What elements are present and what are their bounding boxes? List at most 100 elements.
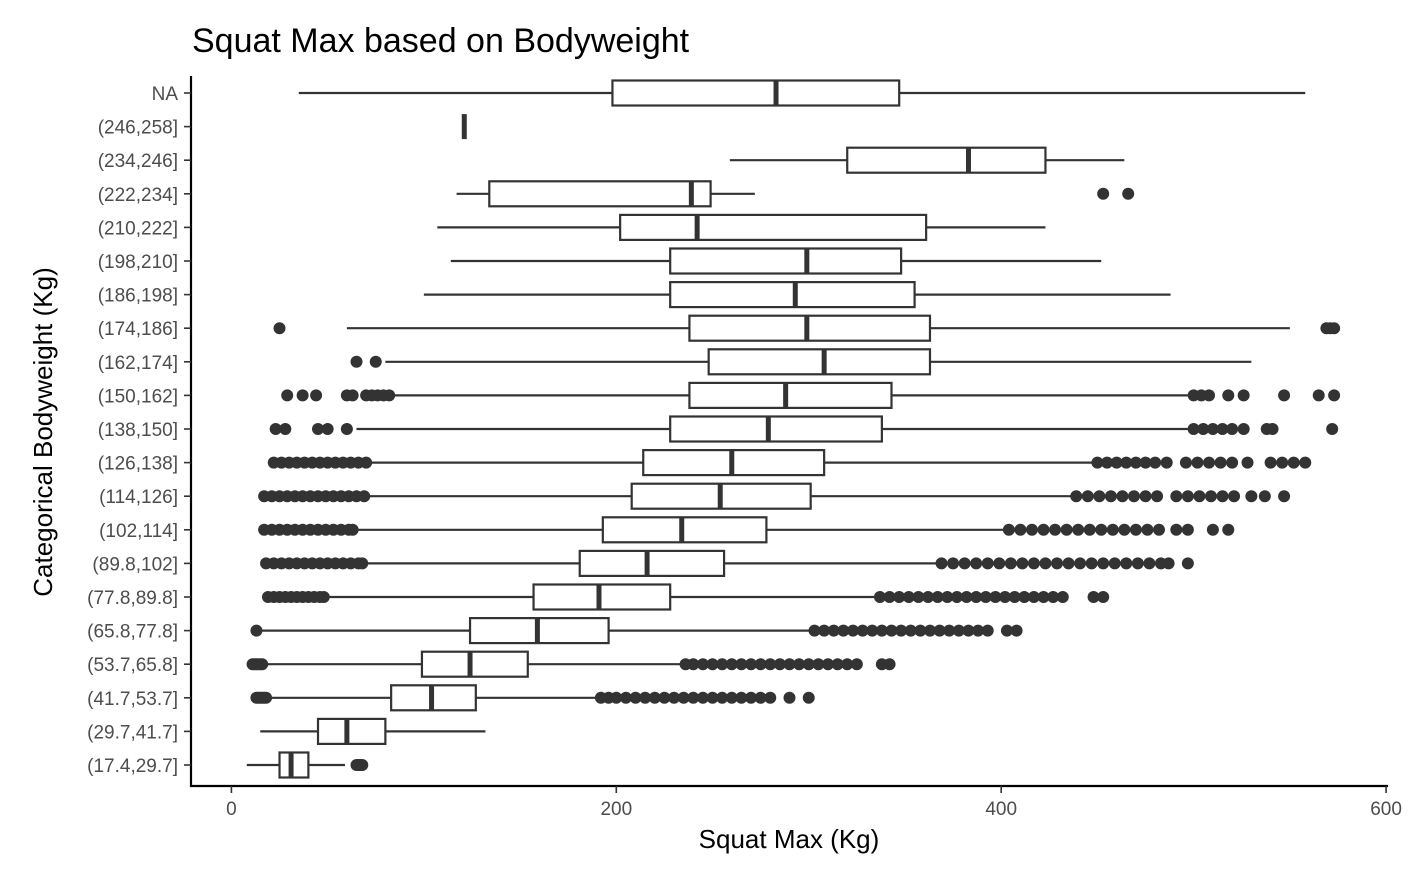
outlier-point xyxy=(1060,523,1073,536)
outlier-point xyxy=(639,691,652,704)
outlier-point xyxy=(310,389,323,402)
box-group xyxy=(456,180,1135,208)
outlier-point xyxy=(1097,591,1110,603)
outlier-point xyxy=(1228,490,1241,503)
outlier-point xyxy=(1131,557,1144,570)
outlier-point xyxy=(716,691,729,704)
outlier-point xyxy=(1122,187,1135,200)
outlier-point xyxy=(947,557,960,570)
plot-area xyxy=(246,79,1341,779)
outlier-point xyxy=(677,691,690,704)
outlier-point xyxy=(1091,456,1104,469)
outlier-point xyxy=(933,624,946,637)
outlier-point xyxy=(1014,523,1027,536)
y-tick-label: (114,126] xyxy=(99,487,178,508)
outlier-point xyxy=(1206,423,1219,435)
outlier-point xyxy=(1197,423,1210,435)
outlier-point xyxy=(850,658,863,671)
box-group xyxy=(729,146,1125,174)
box-group xyxy=(250,684,815,712)
outlier-point xyxy=(1191,456,1204,469)
outlier-point xyxy=(808,624,821,637)
outlier-point xyxy=(783,658,796,671)
outlier-point xyxy=(773,658,786,671)
outlier-point xyxy=(1328,389,1341,402)
outlier-point xyxy=(706,658,719,671)
outlier-point xyxy=(260,691,273,704)
outlier-point xyxy=(935,557,948,570)
outlier-point xyxy=(783,691,796,704)
outlier-point xyxy=(764,658,777,671)
outlier-point xyxy=(1179,456,1192,469)
y-tick-label: (126,138] xyxy=(98,454,178,475)
outlier-point xyxy=(1120,557,1133,570)
outlier-point xyxy=(1010,624,1023,637)
outlier-point xyxy=(279,423,292,435)
outlier-point xyxy=(1143,557,1156,570)
outlier-point xyxy=(340,423,353,435)
y-tick-label: (222,234] xyxy=(98,185,178,206)
outlier-point xyxy=(1050,557,1063,570)
iqr-box xyxy=(669,415,883,443)
chart-title: Squat Max based on Bodyweight xyxy=(192,22,690,60)
outlier-point xyxy=(696,691,709,704)
outlier-point xyxy=(895,624,908,637)
iqr-box xyxy=(278,751,310,779)
outlier-point xyxy=(962,624,975,637)
outlier-point xyxy=(716,658,729,671)
outlier-point xyxy=(904,624,917,637)
y-tick-label: (29.7,41.7] xyxy=(87,722,178,743)
outlier-point xyxy=(1062,557,1075,570)
outlier-point xyxy=(745,691,758,704)
outlier-point xyxy=(950,591,963,603)
outlier-point xyxy=(1129,456,1142,469)
box-group xyxy=(246,650,896,678)
outlier-point xyxy=(1127,490,1140,503)
x-tick-label: 400 xyxy=(985,799,1017,820)
outlier-point xyxy=(912,591,925,603)
outlier-point xyxy=(1328,322,1341,335)
outlier-point xyxy=(802,658,815,671)
outlier-point xyxy=(873,591,886,603)
outlier-point xyxy=(1216,490,1229,503)
iqr-box xyxy=(611,79,901,107)
outlier-point xyxy=(993,557,1006,570)
outlier-point xyxy=(922,591,935,603)
box-group xyxy=(350,348,1252,376)
outlier-point xyxy=(1204,490,1217,503)
outlier-point xyxy=(970,557,983,570)
outlier-point xyxy=(883,591,896,603)
outlier-point xyxy=(269,423,282,435)
outlier-point xyxy=(1002,523,1015,536)
box-group xyxy=(450,247,1102,275)
outlier-point xyxy=(1072,523,1085,536)
y-tick-label: (162,174] xyxy=(98,353,178,374)
y-tick-label: (174,186] xyxy=(98,319,178,340)
outlier-point xyxy=(1037,523,1050,536)
outlier-point xyxy=(1299,456,1312,469)
outlier-point xyxy=(923,624,936,637)
outlier-point xyxy=(931,591,944,603)
outlier-point xyxy=(1245,490,1258,503)
outlier-point xyxy=(725,658,738,671)
outlier-point xyxy=(1097,187,1110,200)
outlier-point xyxy=(1162,557,1175,570)
iqr-box xyxy=(688,381,893,409)
outlier-point xyxy=(1141,523,1154,536)
y-tick-label: (65.8,77.8] xyxy=(87,622,178,643)
outlier-point xyxy=(1203,456,1216,469)
outlier-point xyxy=(360,456,373,469)
outlier-point xyxy=(356,557,369,570)
outlier-point xyxy=(818,624,831,637)
box-group xyxy=(281,381,1341,409)
x-axis-title: Squat Max (Kg) xyxy=(699,824,880,854)
outlier-point xyxy=(1276,456,1289,469)
outlier-point xyxy=(883,658,896,671)
outlier-point xyxy=(1018,591,1031,603)
outlier-point xyxy=(1070,490,1083,503)
iqr-box xyxy=(420,650,529,678)
outlier-point xyxy=(1312,389,1325,402)
outlier-point xyxy=(1087,591,1100,603)
outlier-point xyxy=(847,624,860,637)
outlier-point xyxy=(1170,523,1183,536)
